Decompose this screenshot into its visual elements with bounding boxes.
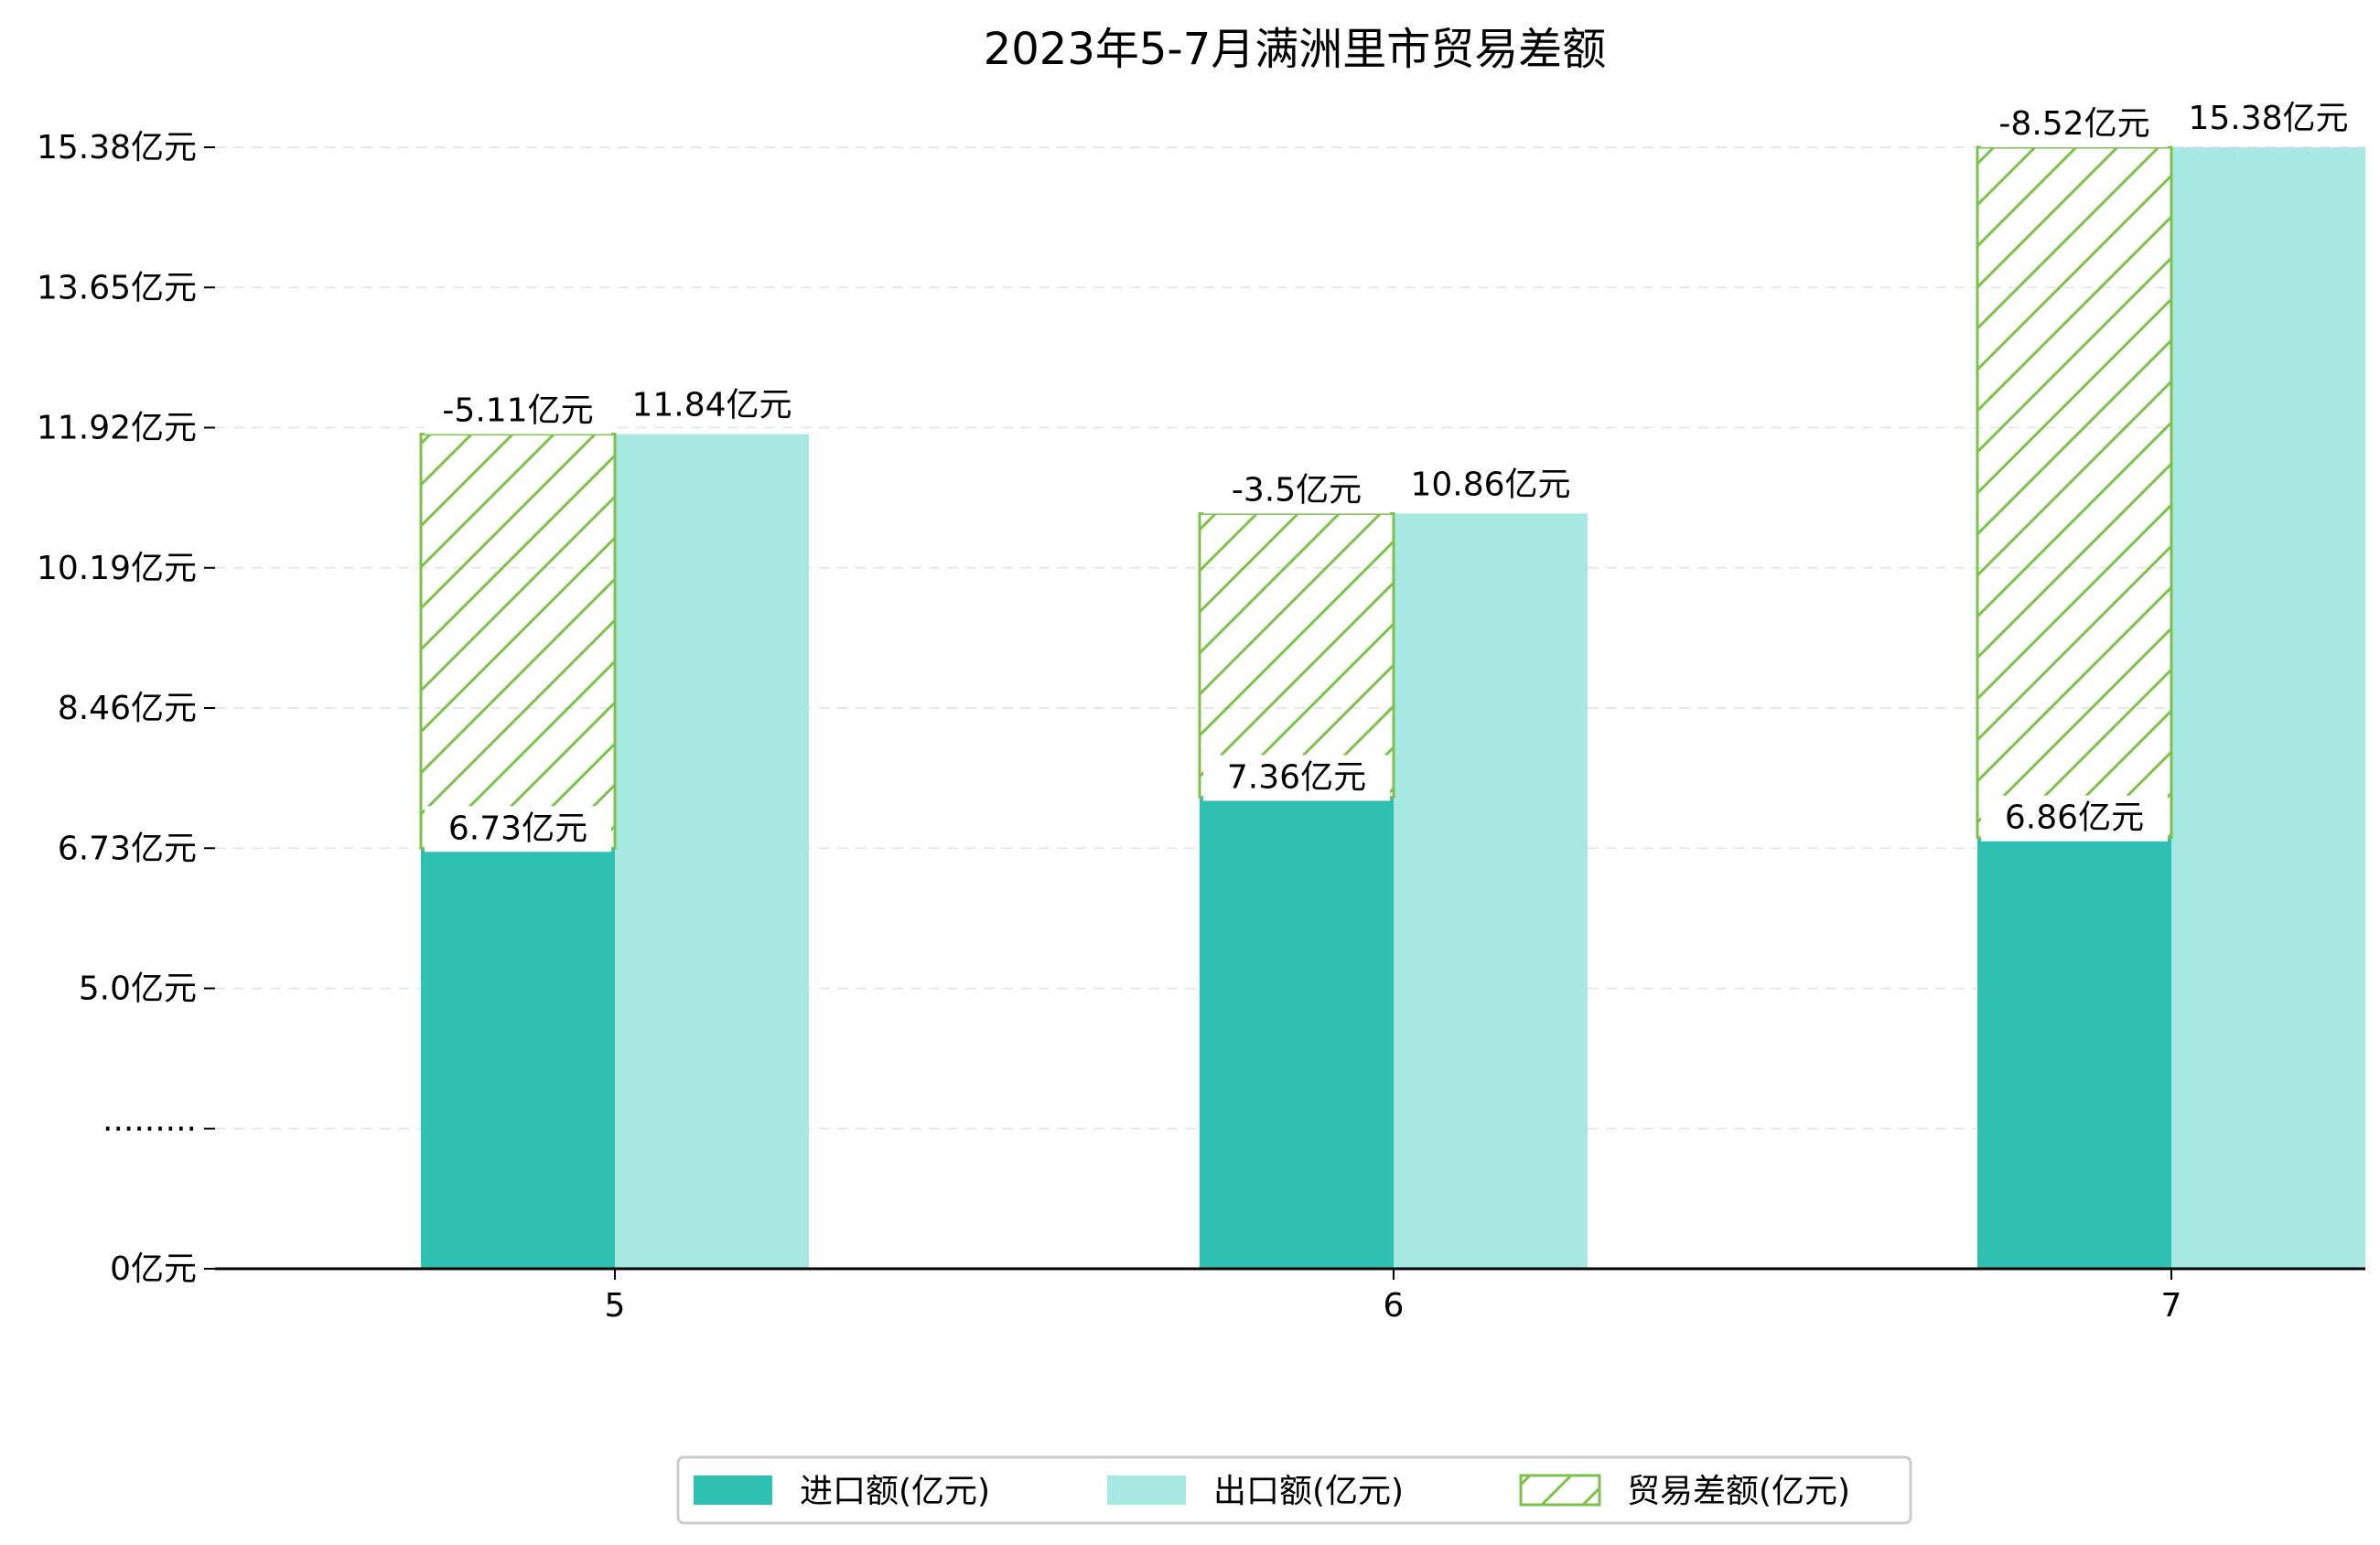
export-value-label: 15.38亿元 [2188,100,2348,137]
trade-balance-value-label-bg [1981,102,2168,147]
export-value-label: 11.84亿元 [631,387,792,424]
import-value-label: 6.86亿元 [2005,799,2144,837]
chart-title: 2023年5-7月满洲里市贸易差额 [984,24,1607,75]
trade-balance-bar [1976,145,2173,840]
y-tick-label: 15.38亿元 [37,129,197,166]
import-bar [421,848,615,1269]
export-value-label: 10.86亿元 [1410,466,1570,503]
x-tick-label: 6 [1384,1287,1405,1325]
x-tick-label: 5 [605,1287,626,1325]
trade-balance-value-label-bg [425,388,611,435]
legend-import-label: 进口额(亿元) [800,1473,990,1510]
y-tick-label: 5.0亿元 [79,971,197,1008]
legend-trade-balance-label: 贸易差额(亿元) [1627,1473,1850,1510]
import-bar [1200,797,1394,1269]
y-tick-label: 6.73亿元 [58,830,197,867]
y-tick-label: 0亿元 [110,1250,197,1288]
legend-import-swatch [694,1475,772,1505]
y-tick-label: 10.19亿元 [37,550,197,587]
legend-export-label: 出口额(亿元) [1213,1473,1404,1510]
import-value-label: 7.36亿元 [1227,758,1366,796]
export-bar [2171,147,2365,1269]
trade-balance-value-label: -3.5亿元 [1232,471,1362,509]
trade-balance-value-label-bg [1203,467,1390,514]
legend-export-swatch [1107,1475,1186,1505]
export-bar [1394,513,1588,1269]
trade-balance-value-label: -8.52亿元 [1998,105,2149,143]
import-value-label: 6.73亿元 [448,810,587,847]
y-tick-label: 13.65亿元 [37,269,197,306]
import-bar [1977,837,2171,1269]
y-tick-label: 11.92亿元 [37,410,197,447]
y-tick-label: ········· [102,1110,197,1148]
y-tick-label: 8.46亿元 [58,690,197,727]
legend-trade-balance-swatch [1519,1474,1601,1507]
export-bar [615,434,809,1270]
import-value-label-bg [425,806,611,853]
x-tick-label: 7 [2161,1287,2182,1325]
trade-balance-bar [419,433,617,850]
import-value-label-bg [1981,795,2168,842]
trade-balance-value-label: -5.11亿元 [442,392,593,430]
trade-balance-bar [1198,511,1395,799]
legend-box [676,1455,1912,1525]
import-value-label-bg [1203,755,1390,801]
